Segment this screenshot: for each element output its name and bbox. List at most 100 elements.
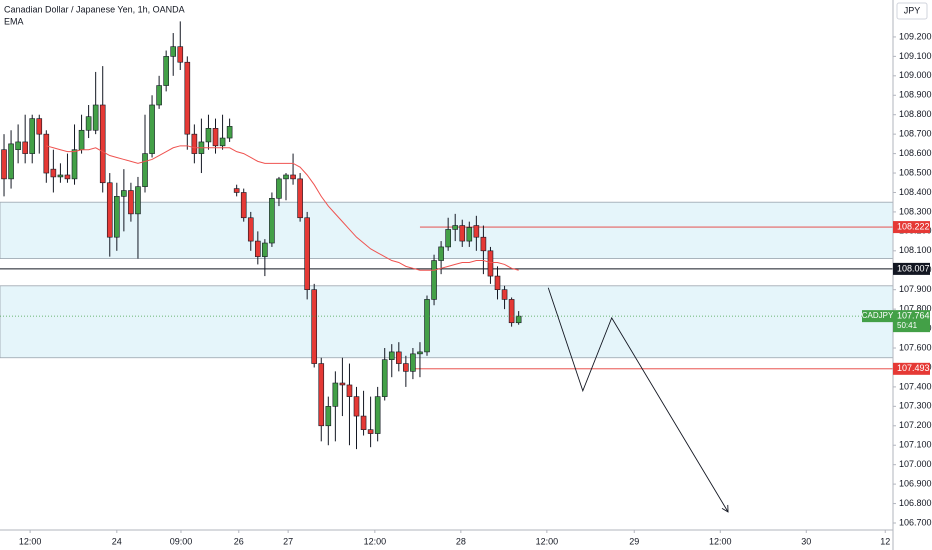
candle-body xyxy=(29,118,36,154)
candle-body xyxy=(487,250,494,277)
candle-body xyxy=(417,351,423,355)
x-tick-label: 24 xyxy=(112,536,122,546)
candle-body xyxy=(374,396,381,434)
y-tick-label: 107.600 xyxy=(899,342,932,352)
candle-body xyxy=(92,104,99,131)
y-tick-label: 106.700 xyxy=(899,517,932,527)
level-tag xyxy=(893,262,930,275)
candle-body xyxy=(480,236,487,252)
currency-label[interactable]: JPY xyxy=(904,5,921,15)
candle-body xyxy=(325,406,332,427)
level-tag xyxy=(893,362,930,375)
candle-body xyxy=(64,174,71,180)
candle-body xyxy=(424,299,430,353)
x-tick-label: 28 xyxy=(456,536,466,546)
candle-body xyxy=(149,104,155,154)
y-tick-label: 107.000 xyxy=(899,459,932,469)
candle-body xyxy=(403,363,409,372)
candle-body xyxy=(78,129,85,151)
projection-arrowhead xyxy=(721,504,729,513)
price-tag xyxy=(893,310,930,333)
plot-area xyxy=(0,21,894,513)
candle-body xyxy=(276,178,282,199)
y-tick-label: 108.100 xyxy=(899,245,932,255)
candle-body xyxy=(114,196,120,238)
candle-body xyxy=(262,242,268,257)
candle-body xyxy=(247,217,254,242)
y-tick-label: 109.100 xyxy=(899,51,932,61)
candle-body xyxy=(304,217,310,290)
candle-body xyxy=(177,46,184,63)
candle-body xyxy=(353,396,360,417)
candle-body xyxy=(297,178,303,219)
candle-body xyxy=(43,133,50,174)
y-tick-label: 106.800 xyxy=(899,498,932,508)
candle-body xyxy=(410,353,416,372)
currency-box[interactable] xyxy=(896,2,928,20)
y-tick-label: 107.900 xyxy=(899,284,932,294)
y-tick-label: 108.600 xyxy=(899,148,932,158)
candle-body xyxy=(226,126,233,139)
x-tick-label: 12:00 xyxy=(536,536,559,546)
indicator-label: EMA xyxy=(4,16,24,26)
level-tag xyxy=(893,221,930,234)
candle-body xyxy=(339,382,346,386)
candle-body xyxy=(311,289,318,364)
candle-body xyxy=(381,359,388,397)
y-tick-label: 108.700 xyxy=(899,129,932,139)
y-tick-label: 107.400 xyxy=(899,381,932,391)
candle-body xyxy=(71,149,78,180)
x-tick-label: 29 xyxy=(629,536,639,546)
candle-body xyxy=(269,198,275,244)
candle-body xyxy=(240,192,247,219)
y-tick-label: 107.300 xyxy=(899,401,932,411)
candle-body xyxy=(57,174,64,178)
candle-body xyxy=(106,182,113,238)
y-tick-label: 106.900 xyxy=(899,478,932,488)
candle-body xyxy=(191,133,198,154)
candle-body xyxy=(290,174,296,180)
y-tick-label: 108.500 xyxy=(899,167,932,177)
level-label: 107.493 xyxy=(897,363,930,373)
countdown-label: 50:41 xyxy=(897,321,918,330)
x-tick-label: 09:00 xyxy=(170,536,193,546)
x-tick-label: 12:00 xyxy=(709,536,732,546)
candle-body xyxy=(459,225,466,242)
candle-body xyxy=(128,190,134,215)
candle-body xyxy=(346,384,353,397)
candle-body xyxy=(8,143,14,180)
candle-body xyxy=(473,225,480,238)
zone xyxy=(0,285,894,359)
candle-body xyxy=(332,382,339,407)
candle-body xyxy=(15,141,21,151)
candle-body xyxy=(388,351,395,360)
symbol-label: CADJPY xyxy=(862,311,894,320)
candle-body xyxy=(22,141,28,154)
candle-body xyxy=(163,56,169,86)
candle-body xyxy=(431,260,437,300)
candle-body xyxy=(99,104,106,184)
candle-body xyxy=(445,229,451,248)
candle-body xyxy=(318,363,325,427)
y-tick-label: 108.300 xyxy=(899,206,932,216)
candle-body xyxy=(205,128,212,143)
y-tick-label: 108.400 xyxy=(899,187,932,197)
chart-title: Canadian Dollar / Japanese Yen, 1h, OAND… xyxy=(4,4,185,14)
symbol-tag xyxy=(862,310,893,323)
candle-body xyxy=(466,227,473,242)
candle-body xyxy=(255,240,261,257)
candle-body xyxy=(508,299,515,324)
candle-body xyxy=(170,46,177,57)
x-tick-label: 30 xyxy=(801,536,811,546)
y-tick-label: 107.100 xyxy=(899,440,932,450)
candle-body xyxy=(85,116,92,131)
x-tick-label: 12:00 xyxy=(19,536,42,546)
level-label: 108.007 xyxy=(897,263,930,273)
y-tick-label: 108.900 xyxy=(899,90,932,100)
candle-body xyxy=(50,168,57,178)
candle-body xyxy=(121,190,127,197)
candle-body xyxy=(452,225,459,230)
candle-body xyxy=(360,415,367,430)
